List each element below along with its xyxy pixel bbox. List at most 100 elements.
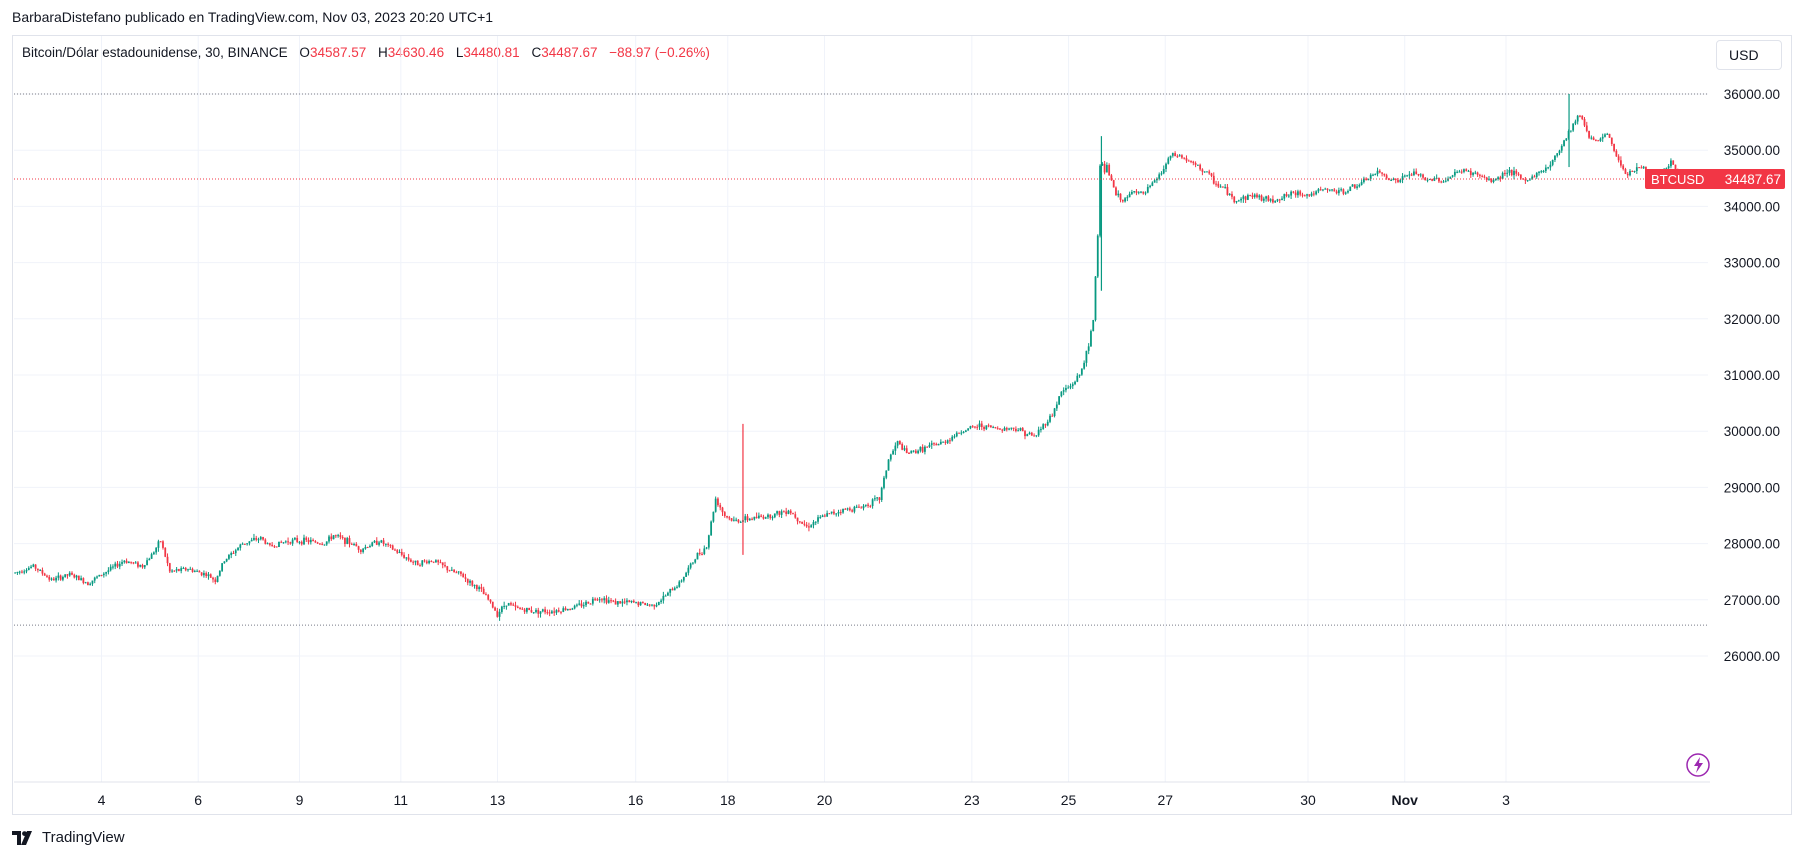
candle-body bbox=[1599, 138, 1602, 141]
candle-body bbox=[296, 538, 299, 542]
candle-body bbox=[942, 441, 945, 443]
x-tick-label: 18 bbox=[720, 792, 736, 808]
candle-body bbox=[1190, 160, 1192, 162]
candle-body bbox=[507, 603, 510, 606]
candle-body bbox=[1167, 158, 1170, 164]
candle-body bbox=[1235, 201, 1238, 203]
candle-body bbox=[1326, 188, 1329, 190]
candle-body bbox=[412, 561, 415, 563]
candle-body bbox=[1428, 179, 1431, 181]
candle-body bbox=[173, 570, 176, 572]
candle-body bbox=[969, 426, 972, 429]
candle-body bbox=[27, 567, 30, 571]
candle-body bbox=[316, 542, 319, 544]
candle-body bbox=[1410, 174, 1413, 176]
candle-body bbox=[1556, 153, 1559, 156]
candle-body bbox=[564, 608, 567, 611]
candle-body bbox=[50, 578, 53, 580]
candle-body bbox=[673, 587, 676, 591]
candle-body bbox=[698, 552, 701, 554]
candle-body bbox=[446, 566, 449, 571]
candle-body bbox=[653, 604, 656, 607]
candle-body bbox=[1080, 368, 1083, 375]
candle-body bbox=[384, 543, 387, 545]
candle-body bbox=[1005, 427, 1008, 430]
candle-body bbox=[687, 567, 690, 573]
candle-body bbox=[43, 573, 46, 576]
candle-body bbox=[189, 568, 192, 570]
x-tick-label: 6 bbox=[194, 792, 202, 808]
candle-body bbox=[512, 604, 515, 606]
candle-body bbox=[46, 575, 48, 577]
candle-body bbox=[448, 570, 451, 572]
symbol-title[interactable]: Bitcoin/Dólar estadounidense, 30, BINANC… bbox=[22, 45, 288, 60]
candle-body bbox=[924, 446, 926, 452]
candle-body bbox=[892, 450, 894, 455]
candle-body bbox=[346, 538, 349, 544]
candle-body bbox=[883, 477, 885, 488]
candle-body bbox=[655, 605, 658, 607]
candle-body bbox=[539, 611, 542, 614]
lightning-icon[interactable] bbox=[1686, 753, 1710, 777]
candle-body bbox=[89, 583, 92, 586]
y-tick-label: 29000.00 bbox=[1724, 480, 1780, 495]
candle-body bbox=[1504, 172, 1506, 174]
candle-body bbox=[1067, 387, 1070, 389]
x-tick-label: 13 bbox=[490, 792, 506, 808]
candle-body bbox=[107, 570, 110, 573]
candle-body bbox=[983, 427, 985, 430]
candle-body bbox=[93, 577, 96, 581]
candle-body bbox=[300, 541, 303, 545]
candle-body bbox=[862, 505, 865, 509]
candle-body bbox=[1481, 175, 1484, 177]
candle-body bbox=[1249, 195, 1252, 197]
candle-body bbox=[1444, 180, 1447, 182]
candle-body bbox=[1592, 137, 1595, 140]
candle-body bbox=[1597, 140, 1600, 142]
candle-body bbox=[1060, 391, 1063, 397]
candle-body bbox=[1178, 155, 1181, 157]
candle-body bbox=[1265, 196, 1267, 199]
candle-body bbox=[646, 604, 649, 606]
candle-body bbox=[1319, 189, 1322, 191]
candle-body bbox=[132, 562, 135, 564]
candle-body bbox=[917, 450, 919, 454]
y-tick-label: 31000.00 bbox=[1724, 368, 1780, 383]
candle-body bbox=[62, 576, 64, 580]
candle-body bbox=[914, 450, 917, 454]
candle-body bbox=[1046, 421, 1049, 426]
candle-body bbox=[55, 577, 57, 581]
candle-body bbox=[1078, 374, 1081, 376]
candle-body bbox=[616, 601, 619, 605]
candle-body bbox=[757, 515, 760, 518]
candle-body bbox=[637, 602, 640, 606]
footer-brand[interactable]: TradingView bbox=[12, 829, 125, 846]
candle-body bbox=[712, 511, 715, 522]
candle-body bbox=[714, 498, 717, 512]
candle-body bbox=[64, 574, 67, 577]
candle-body bbox=[1344, 192, 1347, 194]
candle-body bbox=[1424, 177, 1427, 181]
candle-body bbox=[177, 569, 180, 571]
candle-body bbox=[601, 599, 603, 601]
candle-body bbox=[1010, 427, 1013, 429]
candle-body bbox=[84, 582, 87, 584]
candle-body bbox=[710, 521, 713, 536]
candle-body bbox=[808, 526, 810, 528]
candle-body bbox=[1606, 133, 1609, 135]
candle-body bbox=[726, 516, 728, 518]
currency-button[interactable]: USD bbox=[1716, 40, 1782, 70]
candle-body bbox=[992, 427, 995, 429]
candle-body bbox=[630, 600, 633, 603]
candle-body bbox=[1399, 179, 1402, 183]
candle-body bbox=[844, 508, 847, 510]
candle-body bbox=[1290, 191, 1293, 196]
candle-body bbox=[1024, 431, 1026, 437]
candle-body bbox=[155, 547, 158, 553]
candle-body bbox=[14, 572, 17, 574]
candle-body bbox=[1083, 362, 1086, 369]
candle-body bbox=[127, 561, 130, 564]
candle-body bbox=[607, 600, 610, 603]
candle-body bbox=[871, 499, 874, 506]
